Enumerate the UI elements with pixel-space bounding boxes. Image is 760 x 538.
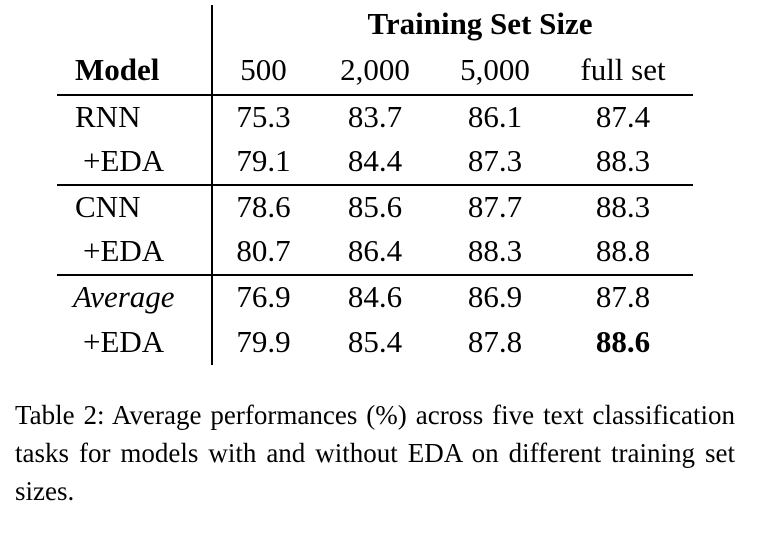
table-cell: 84.6 — [347, 279, 403, 314]
table-cell: 88.3 — [595, 143, 651, 178]
row-label: +EDA — [83, 233, 165, 268]
table-cell: 86.9 — [467, 279, 523, 314]
group-rule — [57, 274, 693, 276]
table-cell: 79.1 — [236, 143, 291, 178]
table-cell: 86.4 — [347, 233, 403, 268]
column-header: 500 — [240, 52, 287, 87]
table-cell: 86.1 — [467, 99, 523, 134]
model-header: Model — [75, 52, 160, 87]
table-cell: 88.3 — [595, 189, 651, 224]
table-cell: 84.4 — [347, 143, 403, 178]
table-cell: 87.8 — [467, 324, 523, 359]
table-caption: Table 2: Average performances (%) across… — [15, 400, 735, 506]
group-header: Training Set Size — [367, 6, 593, 41]
row-label: Average — [73, 279, 175, 314]
column-header: full set — [580, 52, 666, 87]
table-cell: 80.7 — [236, 233, 291, 268]
table-cell: 85.6 — [347, 189, 403, 224]
table-cell: 75.3 — [236, 99, 291, 134]
row-label: CNN — [75, 189, 141, 224]
table-cell: 87.4 — [595, 99, 651, 134]
row-label: +EDA — [83, 324, 165, 359]
table-cell: 88.8 — [595, 233, 651, 268]
column-header: 5,000 — [460, 52, 530, 87]
table-cell: 85.4 — [347, 324, 403, 359]
row-label: RNN — [75, 99, 141, 134]
table-cell: 79.9 — [236, 324, 291, 359]
table-cell: 83.7 — [347, 99, 403, 134]
group-rule — [57, 184, 693, 186]
row-label: +EDA — [83, 143, 165, 178]
table-cell: 88.3 — [467, 233, 523, 268]
header-rule — [57, 94, 693, 96]
table-cell: 76.9 — [236, 279, 291, 314]
column-header: 2,000 — [340, 52, 410, 87]
results-table: Training Set Size Model 500 2,000 5,000 … — [57, 5, 693, 365]
table-cell: 78.6 — [236, 189, 291, 224]
table-cell: 87.8 — [595, 279, 651, 314]
table-cell: 87.3 — [467, 143, 523, 178]
best-result-cell: 88.6 — [595, 324, 651, 359]
table-cell: 87.7 — [467, 189, 523, 224]
